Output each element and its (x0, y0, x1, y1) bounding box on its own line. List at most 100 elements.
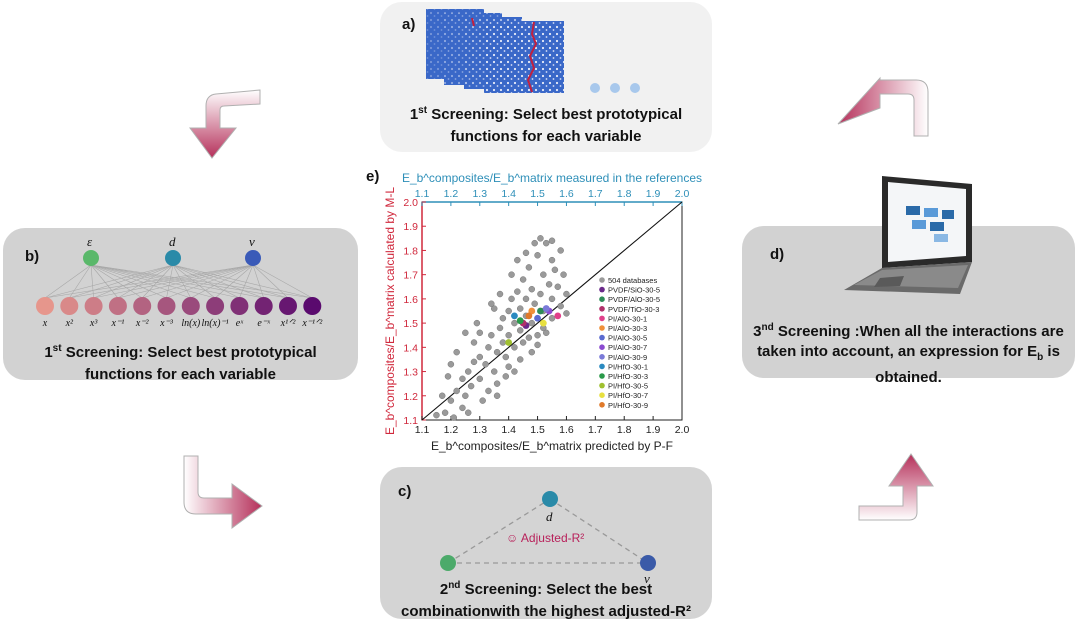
function-label: x³ (89, 318, 98, 329)
panel-c-line1-sup: nd (448, 580, 461, 591)
data-point (479, 397, 486, 404)
data-point (511, 319, 518, 327)
y-tick-label: 1.1 (403, 415, 418, 427)
data-point (563, 310, 570, 317)
curved-arrow-right-icon (183, 455, 263, 529)
curved-arrow-up-icon (858, 453, 934, 521)
function-label: x⁻¹ᐟ² (302, 318, 323, 329)
data-point (462, 329, 469, 337)
panel-d-line2-sub: b (1037, 352, 1044, 363)
panel-c-line1-num: 2 (439, 581, 449, 598)
y-tick-label: 1.9 (403, 221, 418, 233)
function-label: x² (65, 318, 74, 329)
legend-marker (599, 306, 605, 312)
data-point (485, 387, 492, 395)
top-x-tick-label: 1.4 (501, 188, 516, 200)
function-label: x⁻² (135, 318, 149, 329)
top-x-tick-label: 2.0 (675, 188, 690, 200)
legend-entry: PI/AlO-30-3 (608, 324, 647, 333)
data-point (545, 281, 553, 288)
y-tick-label: 1.4 (403, 342, 418, 354)
function-node (206, 297, 225, 315)
data-point (537, 290, 544, 298)
function-node (84, 297, 103, 315)
x-tick-label: 1.7 (588, 424, 603, 436)
legend-marker (599, 296, 605, 302)
data-point (447, 397, 455, 404)
variable-node (245, 250, 261, 266)
function-label: e⁻ˣ (257, 318, 270, 329)
legend-marker (599, 344, 605, 350)
legend-entry: PI/HfO-30-3 (608, 372, 648, 381)
panel-b-text: 1st Screening: Select best prototypical … (3, 338, 358, 386)
function-node (303, 297, 322, 315)
function-node (230, 297, 249, 315)
variable-node (83, 250, 99, 266)
x-tick-label: 1.3 (472, 424, 487, 436)
data-point (433, 411, 440, 419)
x-tick-label: 1.5 (530, 424, 545, 436)
panel-b: b) ε d v x x² x³ x⁻¹ x⁻² x⁻³ ln(x) ln(x)⁻¹ eˣ e⁻ˣ x¹… (3, 228, 358, 383)
y-tick-label: 1.6 (403, 294, 418, 306)
function-node (279, 297, 297, 315)
x-top-axis-title: E_b^composites/E_b^matrix measured in th… (402, 171, 702, 185)
simulation-frames-image (426, 9, 640, 93)
data-point (516, 305, 524, 312)
top-x-tick-label: 1.9 (646, 188, 661, 200)
data-point (525, 312, 533, 320)
y-tick-label: 1.3 (403, 367, 418, 379)
data-point (447, 361, 455, 368)
panel-d-line2: taken into account, an expression for E (757, 343, 1038, 360)
x-tick-label: 1.9 (646, 424, 661, 436)
data-point (522, 295, 530, 303)
data-point (534, 331, 541, 339)
function-node (108, 297, 127, 315)
data-point (539, 319, 547, 327)
panel-c: c) d v ☺ Adjusted-R² 2nd Screening: Sele… (380, 467, 712, 620)
panel-b-line1: Screening: Select best prototypical (61, 344, 317, 361)
y-tick-label: 1.2 (403, 391, 418, 403)
x-tick-label: 1.8 (617, 424, 632, 436)
function-node (181, 297, 200, 315)
legend-entry: PI/AlO-30-1 (608, 314, 647, 323)
data-point (508, 295, 515, 303)
y-tick-label: 1.8 (403, 245, 418, 257)
y-tick-label: 1.5 (403, 318, 418, 330)
data-point (522, 249, 530, 257)
data-point (485, 344, 492, 351)
x-tick-label: 1.6 (559, 424, 574, 436)
node-v (640, 555, 656, 571)
legend-marker (599, 334, 605, 341)
data-point (459, 375, 466, 383)
function-label: eˣ (235, 318, 244, 329)
panel-d-line3: obtained. (875, 369, 942, 386)
panel-a-line1-sup: st (418, 105, 428, 116)
function-label: x (42, 318, 48, 329)
panel-a: a) 1st Screening: Select best prototypic… (380, 2, 712, 152)
legend-entry: PI/HfO-30-5 (608, 382, 648, 391)
function-node (133, 297, 152, 315)
panel-a-line1-num: 1 (409, 106, 419, 123)
data-point (528, 285, 536, 293)
panel-b-line2: functions for each variable (85, 366, 276, 383)
legend-marker (599, 382, 605, 389)
data-point (537, 235, 544, 242)
variable-label: d (169, 234, 176, 249)
panel-c-label: c) (398, 483, 412, 500)
legend-marker (599, 325, 605, 331)
node-d (542, 491, 558, 507)
legend-marker (599, 315, 605, 322)
function-node (254, 297, 273, 315)
data-point (493, 380, 501, 387)
data-point (548, 315, 556, 322)
top-x-tick-label: 1.7 (588, 188, 603, 200)
triangle-diagram (440, 491, 656, 571)
data-point (511, 344, 518, 351)
panel-d-line2-end: is (1043, 343, 1060, 360)
legend-marker (599, 392, 605, 398)
panel-b-label: b) (25, 248, 40, 265)
data-point (488, 300, 495, 307)
legend-entry: PVDF/SiO-30-5 (608, 286, 660, 295)
top-x-tick-label: 1.1 (415, 188, 430, 200)
panel-d-line1-sup: nd (761, 322, 774, 333)
